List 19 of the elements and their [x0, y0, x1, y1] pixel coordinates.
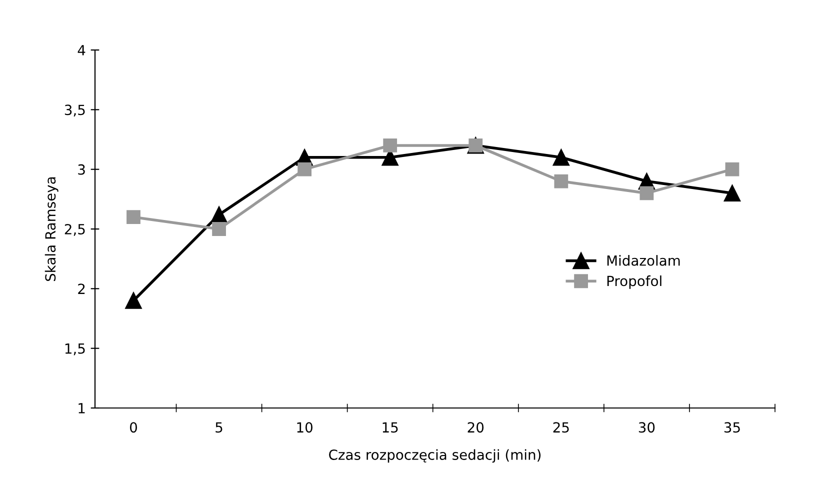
x-axis-title: Czas rozpoczęcia sedacji (min) [329, 449, 541, 463]
x-tick-label: 0 [130, 422, 137, 433]
y-tick-label: 4 [78, 45, 86, 56]
legend-label: Midazolam [607, 255, 680, 266]
y-tick-label: 3 [78, 164, 85, 175]
legend-label: Propofol [607, 275, 662, 289]
x-tick-label: 15 [382, 422, 398, 433]
x-tick-label: 25 [553, 422, 569, 433]
x-tick-label: 30 [638, 422, 655, 433]
y-tick-label: 2 [78, 284, 85, 294]
y-tick-label: 3,5 [64, 104, 85, 117]
y-tick-label: 2,5 [64, 224, 85, 236]
x-tick-label: 35 [724, 422, 740, 433]
y-tick-label: 1 [78, 403, 85, 414]
x-tick-label: 10 [297, 422, 312, 433]
y-axis-title: Skala Ramseya [44, 177, 58, 281]
x-tick-label: 5 [216, 422, 222, 433]
y-tick-label: 1,5 [65, 343, 85, 356]
x-tick-label: 20 [468, 422, 484, 433]
